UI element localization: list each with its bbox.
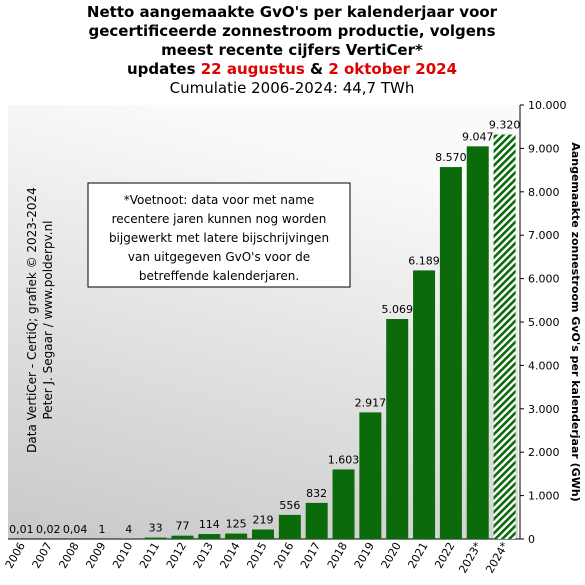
value-label: 4 (125, 523, 132, 536)
title: Netto aangemaakte GvO's per kalenderjaar… (87, 3, 498, 21)
y-tick-label: 7.000 (528, 229, 560, 242)
footnote-line: recentere jaren kunnen nog worden (112, 212, 327, 226)
footnote-line: van uitgegeven GvO's voor de (128, 250, 310, 264)
x-tick-label: 2014 (217, 540, 242, 571)
x-tick-label: 2024* (483, 540, 511, 576)
bar (252, 529, 274, 539)
title-part: 2 oktober 2024 (328, 60, 457, 78)
bar (278, 514, 301, 539)
value-label: 8.570 (435, 151, 467, 164)
y-tick-label: 3.000 (528, 403, 560, 416)
value-label: 0,02 (36, 523, 61, 536)
x-tick-label: 2006 (3, 540, 28, 571)
title: gecertificeerde zonnestroom productie, v… (89, 22, 496, 40)
value-label: 556 (279, 499, 300, 512)
bar (493, 134, 516, 539)
title-part: 22 augustus (201, 60, 305, 78)
y-tick-label: 6.000 (528, 273, 560, 286)
value-label: 114 (199, 518, 220, 531)
x-tick-label: 2020 (379, 540, 404, 571)
x-tick-label: 2007 (30, 540, 55, 571)
y-tick-label: 10.000 (528, 99, 567, 112)
x-tick-label: 2016 (271, 540, 296, 571)
value-label: 0,01 (9, 523, 34, 536)
bar (198, 534, 221, 539)
y-tick-label: 1.000 (528, 490, 560, 503)
bar (413, 270, 436, 539)
bar (144, 537, 167, 539)
bar (225, 533, 248, 539)
value-label: 2.917 (355, 396, 387, 409)
value-label: 0,04 (63, 523, 88, 536)
y-tick-label: 2.000 (528, 446, 560, 459)
bar (332, 469, 355, 539)
bar (439, 167, 462, 539)
value-label: 77 (175, 520, 189, 533)
x-tick-label: 2008 (56, 540, 81, 571)
value-label: 9.047 (462, 130, 494, 143)
bar (466, 146, 489, 539)
value-label: 5.069 (381, 303, 413, 316)
y-tick-label: 8.000 (528, 186, 560, 199)
value-label: 832 (306, 487, 327, 500)
y-tick-label: 5.000 (528, 316, 560, 329)
source: Peter J. Segaar / www.polderpv.nl (41, 220, 55, 419)
footnote: *Voetnoot: data voor met name recentere j… (109, 193, 329, 283)
x-tick-label: 2012 (164, 540, 189, 571)
x-tick-label: 2009 (83, 540, 108, 571)
x-tick-label: 2023* (456, 540, 484, 576)
x-tick-label: 2015 (244, 540, 269, 571)
x-tick-label: 2011 (137, 540, 162, 571)
title-part: & (305, 60, 329, 78)
value-label: 125 (226, 518, 247, 531)
value-label: 9.320 (489, 119, 521, 132)
y-tick-label: 9.000 (528, 142, 560, 155)
value-label: 33 (149, 522, 163, 535)
footnote-line: bijgewerkt met latere bijschrijvingen (109, 231, 329, 245)
x-tick-label: 2013 (191, 540, 216, 571)
bar (171, 535, 194, 539)
bar (386, 319, 409, 539)
value-label: 6.189 (408, 254, 440, 267)
x-tick-label: 2017 (298, 540, 323, 571)
title: meest recente cijfers VertiCer* (161, 41, 423, 59)
y-axis-label: Aangemaakte zonnestroom GvO's per kalend… (569, 142, 582, 501)
value-label: 1 (98, 523, 105, 536)
x-tick-label: 2022 (432, 540, 457, 571)
value-label: 1.603 (328, 453, 360, 466)
footnote-line: *Voetnoot: data voor met name (124, 193, 315, 207)
value-label: 219 (253, 513, 274, 526)
subtitle: Cumulatie 2006-2024: 44,7 TWh (170, 79, 415, 97)
title: updates 22 augustus & 2 oktober 2024 (127, 60, 457, 78)
y-tick-label: 0 (528, 533, 535, 546)
x-tick-label: 2010 (110, 540, 135, 571)
x-tick-label: 2018 (325, 540, 350, 571)
x-tick-label: 2021 (405, 540, 430, 571)
footnote-box (87, 182, 351, 288)
title-part: updates (127, 60, 201, 78)
source: Data VertiCer - CertiQ; grafiek © 2023-2… (25, 187, 39, 453)
footnote-line: betreffende kalenderjaren. (139, 269, 299, 283)
x-tick-label: 2019 (352, 540, 377, 571)
bar (359, 412, 382, 539)
y-tick-label: 4.000 (528, 359, 560, 372)
bar (305, 502, 328, 539)
